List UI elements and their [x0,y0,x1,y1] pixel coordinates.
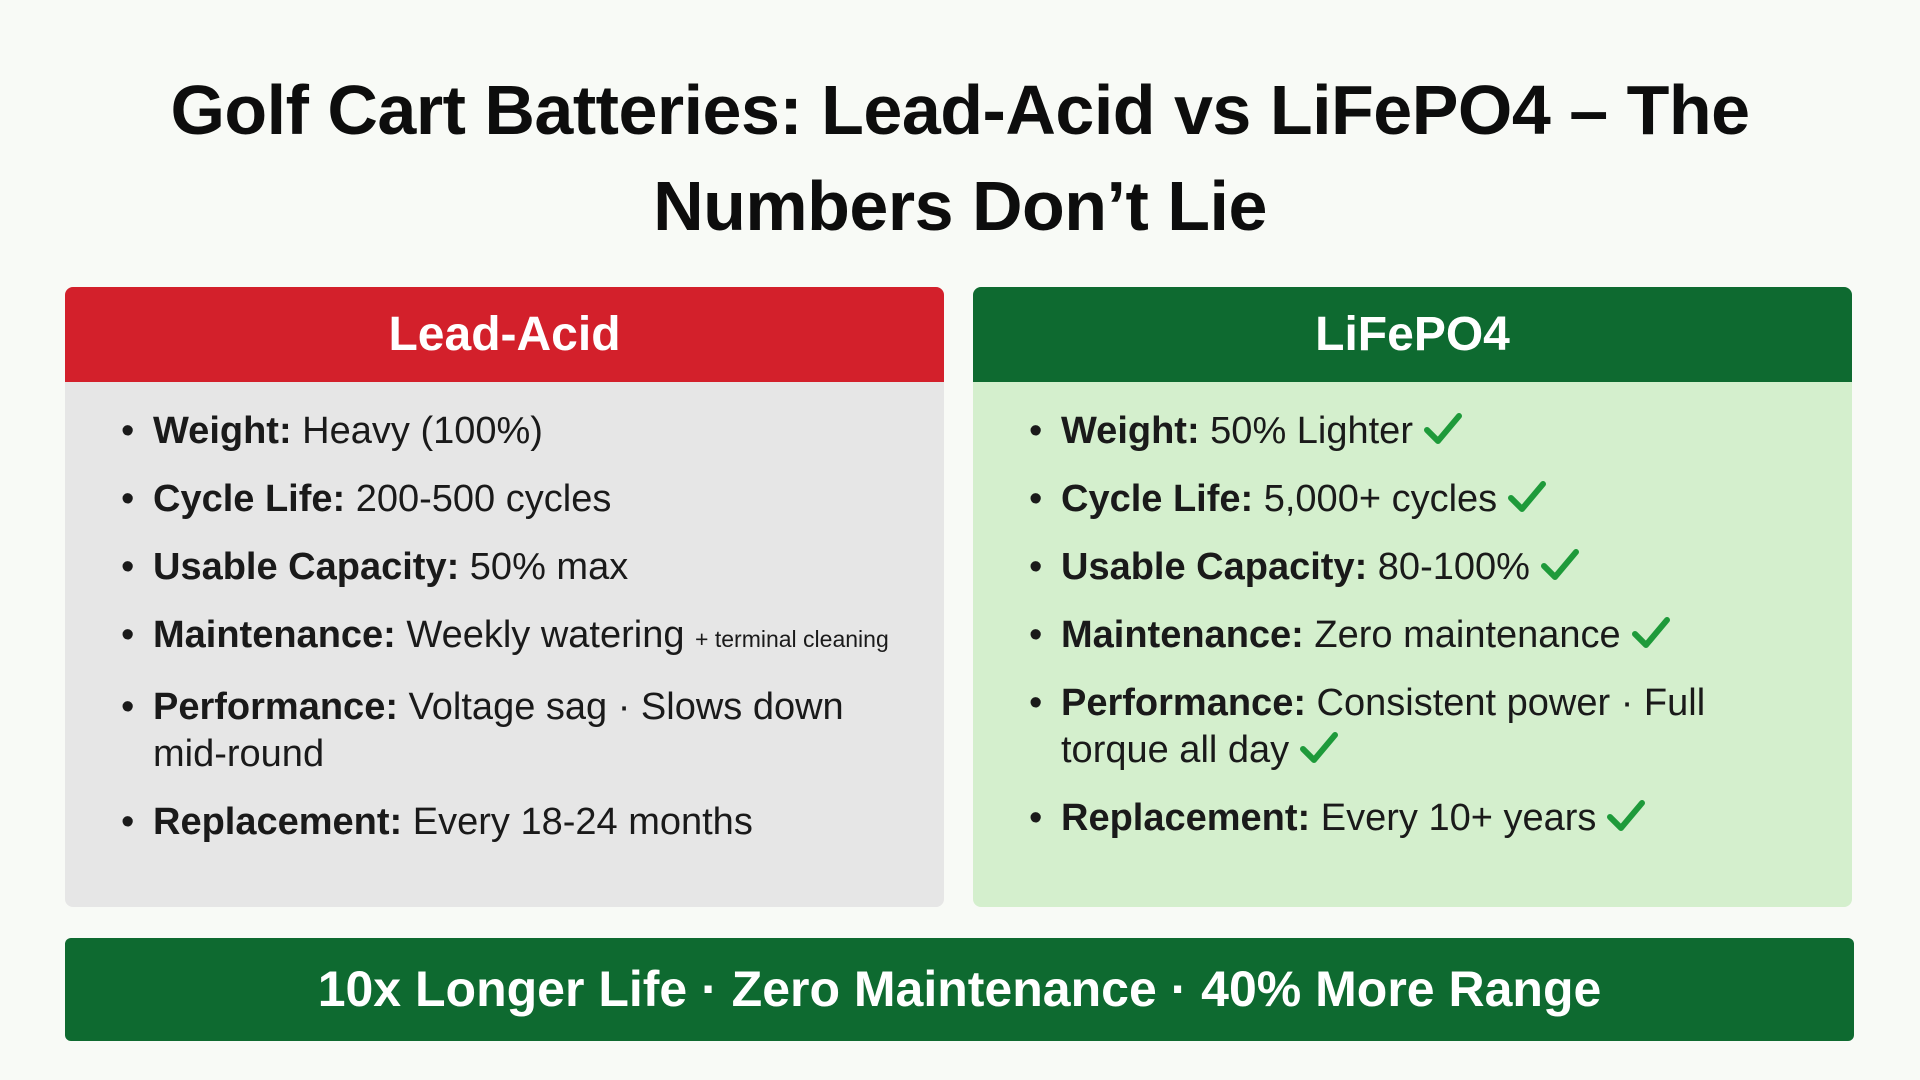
item: Performance: Voltage sag · Slows down mi… [121,684,914,778]
check-icon [1300,732,1339,763]
item-text: 50% Lighter [1210,410,1413,452]
panel-header: LiFePO4 [973,287,1852,382]
item-text: Consistent power · Full torque all day [1061,682,1706,771]
item: Performance: Consistent power · Full tor… [1029,680,1822,774]
item-label: Performance: [1061,682,1306,724]
item-label: Usable Capacity: [1061,546,1368,588]
item: Weight: Heavy (100%) [121,408,914,455]
check-icon [1540,549,1579,580]
item-label: Maintenance: [1061,614,1304,656]
item-note: + terminal cleaning [695,626,889,652]
item: Weight: 50% Lighter [1029,408,1822,455]
item-text: 200-500 cycles [355,478,612,520]
item: Cycle Life: 5,000+ cycles [1029,476,1822,523]
item: Usable Capacity: 80-100% [1029,544,1822,591]
item-label: Maintenance: [153,614,396,656]
check-icon [1631,617,1670,648]
item-list: Weight: 50% Lighter Cycle Life: 5,000+ c… [973,382,1852,842]
item-text: Every 10+ years [1320,797,1597,839]
item: Cycle Life: 200-500 cycles [121,476,914,523]
item: Maintenance: Zero maintenance [1029,612,1822,659]
item-text: Heavy (100%) [302,410,543,452]
lead-acid-panel: Lead-Acid Weight: Heavy (100%) Cycle Lif… [65,287,944,907]
item-label: Performance: [153,686,398,728]
panel-header: Lead-Acid [65,287,944,382]
item-label: Cycle Life: [1061,478,1254,520]
item-label: Replacement: [1061,797,1311,839]
item-text: 50% max [469,546,629,588]
item-text: 5,000+ cycles [1263,478,1498,520]
item-text: Zero maintenance [1314,614,1621,656]
summary-banner: 10x Longer Life · Zero Maintenance · 40%… [65,938,1854,1041]
lifepo4-panel: LiFePO4 Weight: 50% Lighter Cycle Life: … [973,287,1852,907]
item: Replacement: Every 10+ years [1029,795,1822,842]
check-icon [1508,481,1547,512]
item: Replacement: Every 18-24 months [121,799,914,846]
item-label: Weight: [1061,410,1200,452]
item-text: Every 18-24 months [412,801,753,843]
title: Golf Cart Batteries: Lead-Acid vs LiFePO… [170,71,1750,245]
item-label: Replacement: [153,801,403,843]
item-label: Weight: [153,410,292,452]
item-text: Weekly watering [406,614,685,656]
item-label: Usable Capacity: [153,546,460,588]
check-icon [1423,413,1462,444]
item-list: Weight: Heavy (100%) Cycle Life: 200-500… [65,382,944,846]
item-text: 80-100% [1377,546,1530,588]
item-text: Voltage sag · Slows down mid-round [153,686,844,775]
check-icon [1607,800,1646,831]
item-label: Cycle Life: [153,478,346,520]
item: Maintenance: Weekly watering + terminal … [121,612,914,663]
item: Usable Capacity: 50% max [121,544,914,591]
